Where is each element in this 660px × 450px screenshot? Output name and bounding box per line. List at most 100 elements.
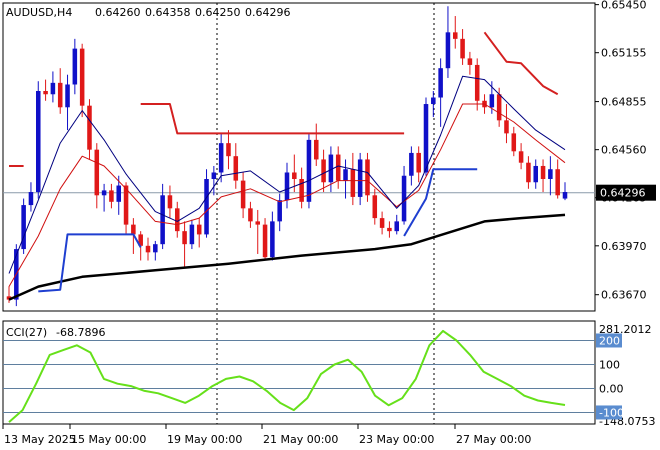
bear-candle xyxy=(145,245,151,253)
price-tick-label: 0.63670 xyxy=(601,289,647,302)
bull-candle xyxy=(445,32,451,69)
bear-candle xyxy=(526,162,531,183)
bull-candle xyxy=(533,165,539,183)
ohlc-open: 0.64260 xyxy=(95,6,141,19)
cci-level-label: 100 xyxy=(599,358,620,371)
bull-candle xyxy=(401,175,407,222)
bull-candle xyxy=(116,185,122,202)
bear-candle xyxy=(123,185,129,225)
bear-candle xyxy=(299,179,304,202)
stop-line-segment xyxy=(38,233,142,293)
bull-candle xyxy=(189,224,195,245)
cci-pane-frame xyxy=(2,320,596,425)
stop-line-segment xyxy=(483,31,559,96)
time-tick-label: 15 May 00:00 xyxy=(71,433,146,446)
bear-candle xyxy=(226,143,231,157)
bull-candle xyxy=(270,221,275,258)
price-tick-label: 0.65450 xyxy=(601,0,647,12)
bull-candle xyxy=(306,139,312,202)
bear-candle xyxy=(335,154,341,181)
bear-candle xyxy=(313,139,319,160)
ohlc-high: 0.64358 xyxy=(145,6,191,19)
bull-candle xyxy=(548,169,553,179)
price-tick-label: 0.64855 xyxy=(601,96,647,109)
bull-candle xyxy=(101,190,107,196)
bear-candle xyxy=(94,149,100,196)
bear-candle xyxy=(496,94,502,121)
bear-candle xyxy=(240,180,246,209)
price-tick-label: 0.65155 xyxy=(601,47,647,60)
bear-candle xyxy=(182,231,187,245)
bear-candle xyxy=(255,221,261,225)
bear-candle xyxy=(79,48,85,106)
bull-candle xyxy=(65,84,70,108)
cci-line xyxy=(8,329,566,423)
time-tick-label: 23 May 00:00 xyxy=(359,433,434,446)
bear-candle xyxy=(540,165,546,179)
bull-candle xyxy=(489,94,495,108)
ohlc-low: 0.64250 xyxy=(195,6,241,19)
bull-candle xyxy=(394,221,400,232)
cci-level-box xyxy=(596,405,622,420)
bear-candle xyxy=(248,208,253,222)
bull-candle xyxy=(28,192,34,206)
bear-candle xyxy=(511,133,517,152)
last-price-box xyxy=(596,184,656,201)
price-pane-frame xyxy=(2,2,596,312)
cci-title: CCI(27) xyxy=(6,326,47,339)
bear-candle xyxy=(131,224,136,235)
bear-candle xyxy=(416,152,421,173)
bear-candle xyxy=(504,120,509,134)
price-pane: 0.654500.651550.648550.645600.642650.639… xyxy=(2,0,656,424)
bear-candle xyxy=(233,156,239,181)
cci-level-label: -100 xyxy=(599,406,624,419)
bull-candle xyxy=(204,179,209,235)
bear-candle xyxy=(57,82,63,108)
bull-candle xyxy=(21,205,26,250)
stop-line-segment xyxy=(403,168,478,237)
bull-candle xyxy=(409,152,414,176)
bear-candle xyxy=(379,218,385,228)
ema-line xyxy=(8,103,566,287)
last-price-label: 0.64296 xyxy=(600,187,646,200)
bear-candle xyxy=(196,224,202,235)
bull-candle xyxy=(50,82,56,95)
bear-candle xyxy=(452,32,458,39)
fast-moving-average-line xyxy=(8,75,566,274)
time-tick-label: 19 May 00:00 xyxy=(167,433,242,446)
bear-candle xyxy=(372,195,378,219)
symbol-title: AUDUSD,H4 xyxy=(6,6,72,19)
bull-candle xyxy=(562,192,568,199)
bear-candle xyxy=(43,91,48,95)
bear-candle xyxy=(321,159,326,183)
bull-candle xyxy=(277,200,282,222)
time-tick-label: 27 May 00:00 xyxy=(456,433,531,446)
bull-candle xyxy=(357,159,363,197)
bull-candle xyxy=(160,195,165,245)
bear-candle xyxy=(387,227,392,232)
bear-candle xyxy=(6,296,12,300)
bull-candle xyxy=(72,48,78,85)
bull-candle xyxy=(153,244,158,253)
bear-candle xyxy=(350,169,356,197)
stop-line-segment xyxy=(140,103,405,135)
bear-candle xyxy=(555,169,560,196)
bull-candle xyxy=(423,104,429,173)
slow-moving-average-line xyxy=(8,213,566,301)
price-tick-label: 0.64560 xyxy=(601,144,647,157)
bull-candle xyxy=(438,68,443,98)
price-tick-label: 0.63970 xyxy=(601,240,647,253)
bear-candle xyxy=(460,38,465,59)
bull-candle xyxy=(35,91,41,193)
bear-candle xyxy=(474,64,480,101)
bull-candle xyxy=(284,172,290,201)
bear-candle xyxy=(174,208,180,232)
bull-candle xyxy=(431,97,436,105)
bear-candle xyxy=(292,172,297,179)
bear-candle xyxy=(138,234,143,246)
bear-candle xyxy=(109,190,114,202)
bull-candle xyxy=(343,169,348,181)
